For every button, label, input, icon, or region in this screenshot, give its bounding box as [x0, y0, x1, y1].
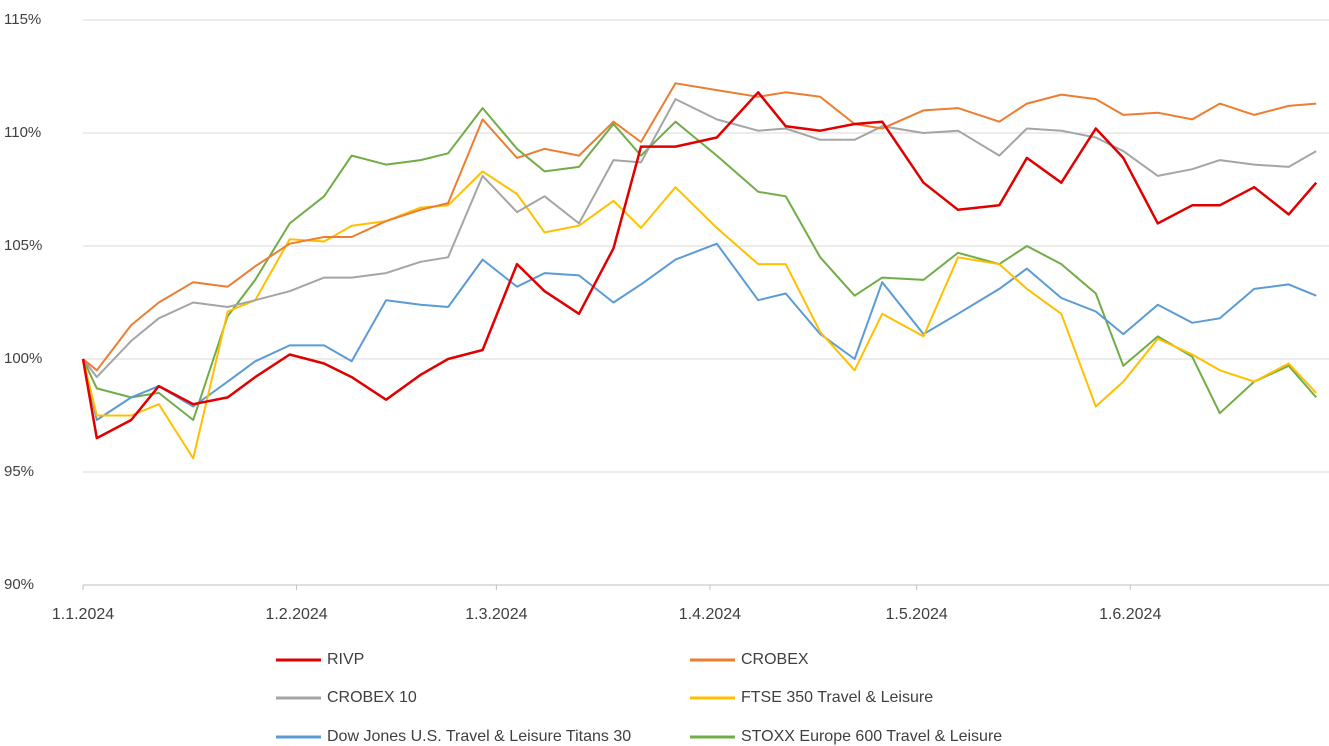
y-tick-label: 90%	[4, 576, 34, 593]
series-line	[82, 242, 1317, 421]
x-tick-label: 1.6.2024	[1099, 606, 1161, 623]
legend-label: STOXX Europe 600 Travel & Leisure	[741, 728, 1002, 745]
series-line	[82, 82, 1317, 372]
x-tick-label: 1.5.2024	[885, 606, 947, 623]
series-line	[82, 107, 1317, 421]
x-tick-label: 1.1.2024	[52, 606, 114, 623]
y-tick-label: 115%	[4, 11, 41, 28]
y-tick-label: 95%	[4, 463, 34, 480]
series-line	[82, 170, 1317, 460]
y-tick-label: 100%	[4, 350, 42, 367]
legend-label: RIVP	[327, 651, 364, 668]
legend-label: FTSE 350 Travel & Leisure	[741, 689, 933, 706]
y-tick-label: 110%	[4, 124, 41, 141]
x-tick-label: 1.4.2024	[679, 606, 741, 623]
legend-label: CROBEX	[741, 651, 809, 668]
x-tick-label: 1.2.2024	[265, 606, 327, 623]
legend-label: CROBEX 10	[327, 689, 417, 706]
y-tick-label: 105%	[4, 237, 42, 254]
x-tick-label: 1.3.2024	[465, 606, 527, 623]
legend-label: Dow Jones U.S. Travel & Leisure Titans 3…	[327, 728, 631, 745]
series-line	[81, 91, 1318, 440]
